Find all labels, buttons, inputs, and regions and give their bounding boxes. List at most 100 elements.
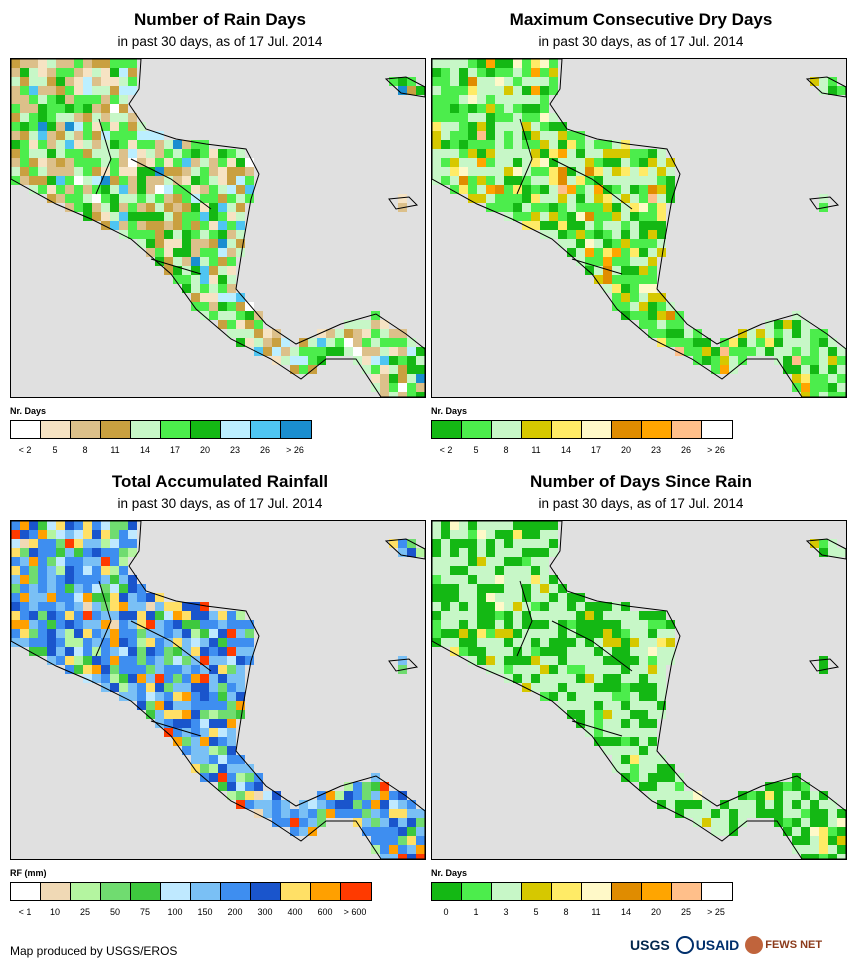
- map-cell: [459, 611, 468, 620]
- map-cell: [128, 158, 137, 167]
- map-cell: [83, 674, 92, 683]
- map-cell: [56, 566, 65, 575]
- legend-swatch: [41, 883, 71, 900]
- map-cell: [146, 239, 155, 248]
- map-cell: [11, 68, 20, 77]
- map-cell: [594, 710, 603, 719]
- map-cell: [468, 575, 477, 584]
- map-cell: [173, 257, 182, 266]
- map-cell: [119, 620, 128, 629]
- map-cell: [191, 620, 200, 629]
- map-cell: [693, 818, 702, 827]
- map-cell: [92, 86, 101, 95]
- map-cell: [747, 329, 756, 338]
- map-cell: [639, 176, 648, 185]
- map-cell: [621, 764, 630, 773]
- map-cell: [65, 59, 74, 68]
- map-cell: [389, 836, 398, 845]
- map-cell: [236, 329, 245, 338]
- map-cell: [191, 302, 200, 311]
- map-cell: [182, 266, 191, 275]
- map-cell: [227, 710, 236, 719]
- map-cell: [558, 212, 567, 221]
- map-cell: [459, 584, 468, 593]
- legend-tick-label: 5: [533, 907, 539, 917]
- map-cell: [549, 656, 558, 665]
- coastline: [11, 521, 425, 859]
- map-cell: [11, 104, 20, 113]
- map-cell: [92, 194, 101, 203]
- map-cell: [218, 293, 227, 302]
- map-cell: [819, 854, 828, 859]
- map-cell: [513, 140, 522, 149]
- map-cell: [245, 320, 254, 329]
- map-cell: [486, 113, 495, 122]
- map-cell: [648, 611, 657, 620]
- map-cell: [441, 521, 450, 530]
- legend-tick-label: 200: [227, 907, 243, 917]
- map-cell: [630, 692, 639, 701]
- map-cell: [200, 773, 209, 782]
- map-cell: [218, 320, 227, 329]
- map-cell: [317, 791, 326, 800]
- map-cell: [621, 602, 630, 611]
- map-cell: [137, 203, 146, 212]
- map-cell: [630, 176, 639, 185]
- map-cell: [110, 59, 119, 68]
- map-cell: [702, 800, 711, 809]
- legend-swatch: [221, 421, 251, 438]
- map-cell: [828, 374, 837, 383]
- map-cell: [128, 230, 137, 239]
- map-cell: [299, 818, 308, 827]
- map-cell: [326, 347, 335, 356]
- map-cell: [639, 764, 648, 773]
- map-cell: [119, 566, 128, 575]
- map-cell: [137, 593, 146, 602]
- map-cell: [65, 620, 74, 629]
- map-cell: [432, 521, 441, 530]
- map-cell: [110, 185, 119, 194]
- map-cell: [146, 185, 155, 194]
- map-cell: [191, 647, 200, 656]
- map-cell: [110, 584, 119, 593]
- map-cell: [119, 95, 128, 104]
- map-cell: [450, 521, 459, 530]
- map-cell: [353, 782, 362, 791]
- map-cell: [182, 728, 191, 737]
- map-cell: [200, 737, 209, 746]
- legend-swatch: [11, 883, 41, 900]
- map-cell: [594, 212, 603, 221]
- map-cell: [407, 383, 416, 392]
- map-cell: [164, 230, 173, 239]
- map-cell: [155, 692, 164, 701]
- map-cell: [828, 86, 837, 95]
- map-cell: [155, 710, 164, 719]
- map-cell: [522, 521, 531, 530]
- map-cell: [56, 194, 65, 203]
- coastline: [11, 59, 425, 397]
- legend-bar: [431, 420, 733, 439]
- map-cell: [513, 194, 522, 203]
- map-cell: [182, 149, 191, 158]
- legend-swatch: [702, 883, 732, 900]
- map-cell: [11, 86, 20, 95]
- map-cell: [621, 167, 630, 176]
- map-cell: [137, 212, 146, 221]
- map-cell: [648, 782, 657, 791]
- map-cell: [612, 212, 621, 221]
- map-cell: [47, 638, 56, 647]
- legend-tick-label: 26: [259, 445, 271, 455]
- map-cell: [648, 683, 657, 692]
- map-cell: [200, 212, 209, 221]
- map-cell: [657, 773, 666, 782]
- map-cell: [227, 203, 236, 212]
- map-cell: [47, 113, 56, 122]
- map-cell: [585, 257, 594, 266]
- map-cell: [594, 149, 603, 158]
- map-cell: [630, 248, 639, 257]
- map-cell: [317, 338, 326, 347]
- map-cell: [693, 800, 702, 809]
- map-cell: [477, 77, 486, 86]
- map-cell: [432, 557, 441, 566]
- map-cell: [335, 347, 344, 356]
